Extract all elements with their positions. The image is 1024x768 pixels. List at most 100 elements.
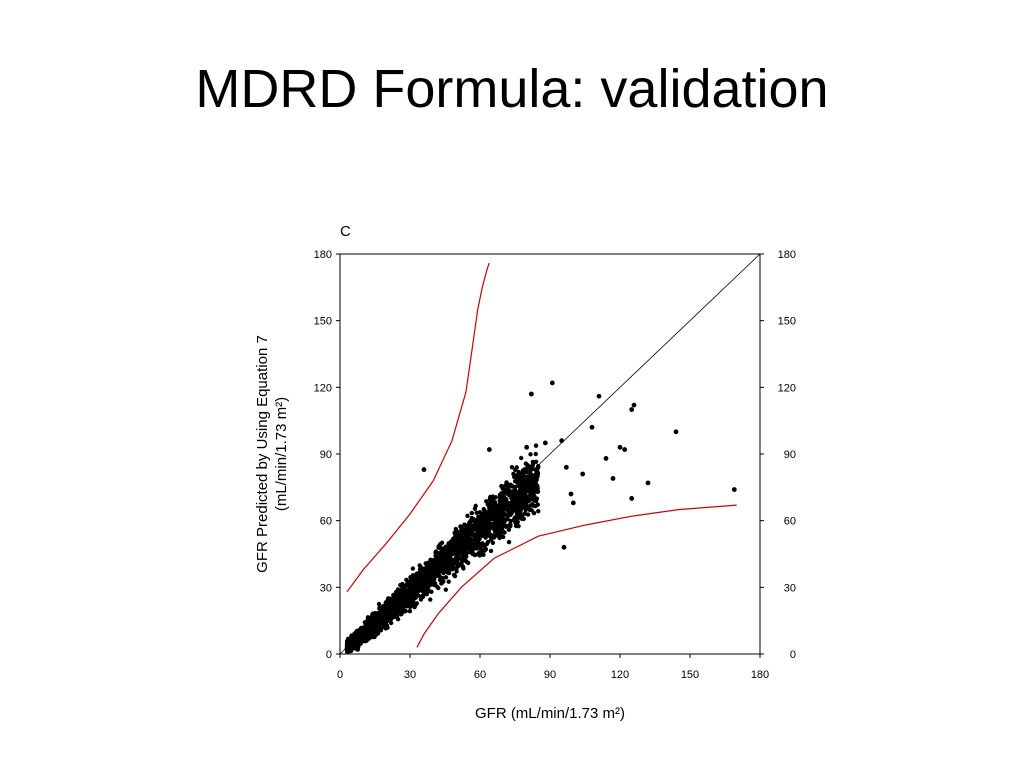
data-point: [418, 584, 423, 589]
data-point: [467, 522, 473, 528]
data-point: [460, 548, 465, 554]
data-point: [476, 516, 482, 521]
data-point: [408, 603, 414, 609]
data-point: [394, 611, 399, 616]
right-tick-label: 30: [784, 582, 796, 594]
data-point: [525, 504, 530, 510]
data-point: [380, 617, 385, 622]
data-point: [518, 455, 524, 461]
data-point: [483, 512, 489, 518]
data-point: [476, 523, 482, 529]
data-point: [373, 632, 379, 637]
data-point: [468, 537, 473, 543]
data-point: [496, 508, 502, 514]
data-point: [410, 566, 416, 571]
left-tick-label: 30: [320, 582, 332, 594]
data-point: [406, 592, 412, 598]
data-point: [490, 497, 496, 502]
data-point: [516, 469, 521, 475]
outlier-point: [631, 402, 637, 408]
data-point: [439, 540, 445, 545]
data-point: [497, 529, 502, 535]
outlier-point: [561, 544, 567, 550]
data-point: [504, 480, 509, 485]
data-point: [533, 443, 539, 448]
data-point: [491, 508, 497, 513]
data-point: [441, 551, 446, 556]
data-point: [454, 569, 459, 574]
data-point: [474, 546, 480, 551]
data-point: [387, 607, 393, 612]
data-point: [403, 602, 408, 607]
data-point: [403, 608, 408, 614]
data-point: [417, 580, 422, 585]
outlier-point: [731, 487, 737, 492]
data-point: [416, 571, 421, 577]
data-point: [511, 496, 516, 501]
outlier-point: [589, 424, 595, 430]
data-point: [518, 512, 523, 517]
data-point: [506, 527, 512, 532]
data-point: [513, 523, 519, 529]
left-tick-label: 120: [314, 382, 332, 394]
left-tick-label: 180: [314, 249, 332, 261]
data-point: [531, 510, 537, 516]
data-point: [455, 564, 461, 569]
data-point: [393, 593, 398, 598]
data-point: [474, 510, 479, 515]
data-point: [440, 546, 446, 551]
data-point: [487, 512, 493, 518]
data-point: [429, 576, 434, 582]
outlier-point: [542, 440, 548, 446]
data-point: [384, 612, 389, 617]
data-point: [501, 523, 506, 528]
data-point: [423, 567, 429, 572]
data-point: [371, 617, 377, 622]
data-point: [488, 548, 494, 554]
x-axis: 0 30 60 90 120 150 180: [337, 654, 769, 681]
outlier-point: [596, 393, 602, 399]
outlier-point: [645, 480, 651, 486]
data-point: [518, 493, 523, 499]
x-tick-label: 180: [751, 669, 769, 681]
data-point: [437, 577, 443, 583]
data-point: [503, 503, 509, 508]
data-point: [445, 547, 450, 552]
data-point: [431, 582, 437, 588]
data-point: [418, 597, 424, 602]
data-point: [487, 503, 492, 509]
data-point: [521, 473, 526, 478]
data-point: [511, 517, 517, 523]
prediction-bands: [346, 262, 737, 648]
data-point: [382, 609, 387, 614]
data-point: [523, 481, 528, 487]
data-point: [497, 512, 503, 517]
data-point: [378, 623, 384, 629]
x-tick-label: 30: [404, 669, 416, 681]
data-point: [409, 580, 415, 585]
outlier-point: [610, 476, 616, 481]
data-point: [387, 597, 392, 602]
outlier-point: [559, 438, 565, 444]
data-point: [450, 567, 455, 572]
data-point: [424, 586, 430, 591]
data-point: [413, 603, 418, 608]
data-point: [428, 570, 433, 575]
data-point: [491, 514, 496, 520]
right-y-axis: 0 30 60 90 120 150 180: [760, 249, 796, 661]
data-point: [399, 588, 405, 593]
data-point: [505, 486, 510, 491]
data-point: [533, 475, 538, 481]
data-point: [523, 461, 529, 466]
data-point: [345, 645, 351, 650]
data-point: [483, 522, 488, 527]
data-point: [500, 528, 505, 534]
data-point: [444, 554, 449, 559]
data-point: [527, 475, 532, 481]
data-point: [411, 583, 416, 588]
data-point: [483, 531, 488, 536]
data-point: [519, 482, 525, 488]
data-point: [530, 466, 535, 471]
data-point: [508, 511, 514, 517]
left-y-axis: 0 30 60 90 120 150 180: [314, 249, 340, 661]
